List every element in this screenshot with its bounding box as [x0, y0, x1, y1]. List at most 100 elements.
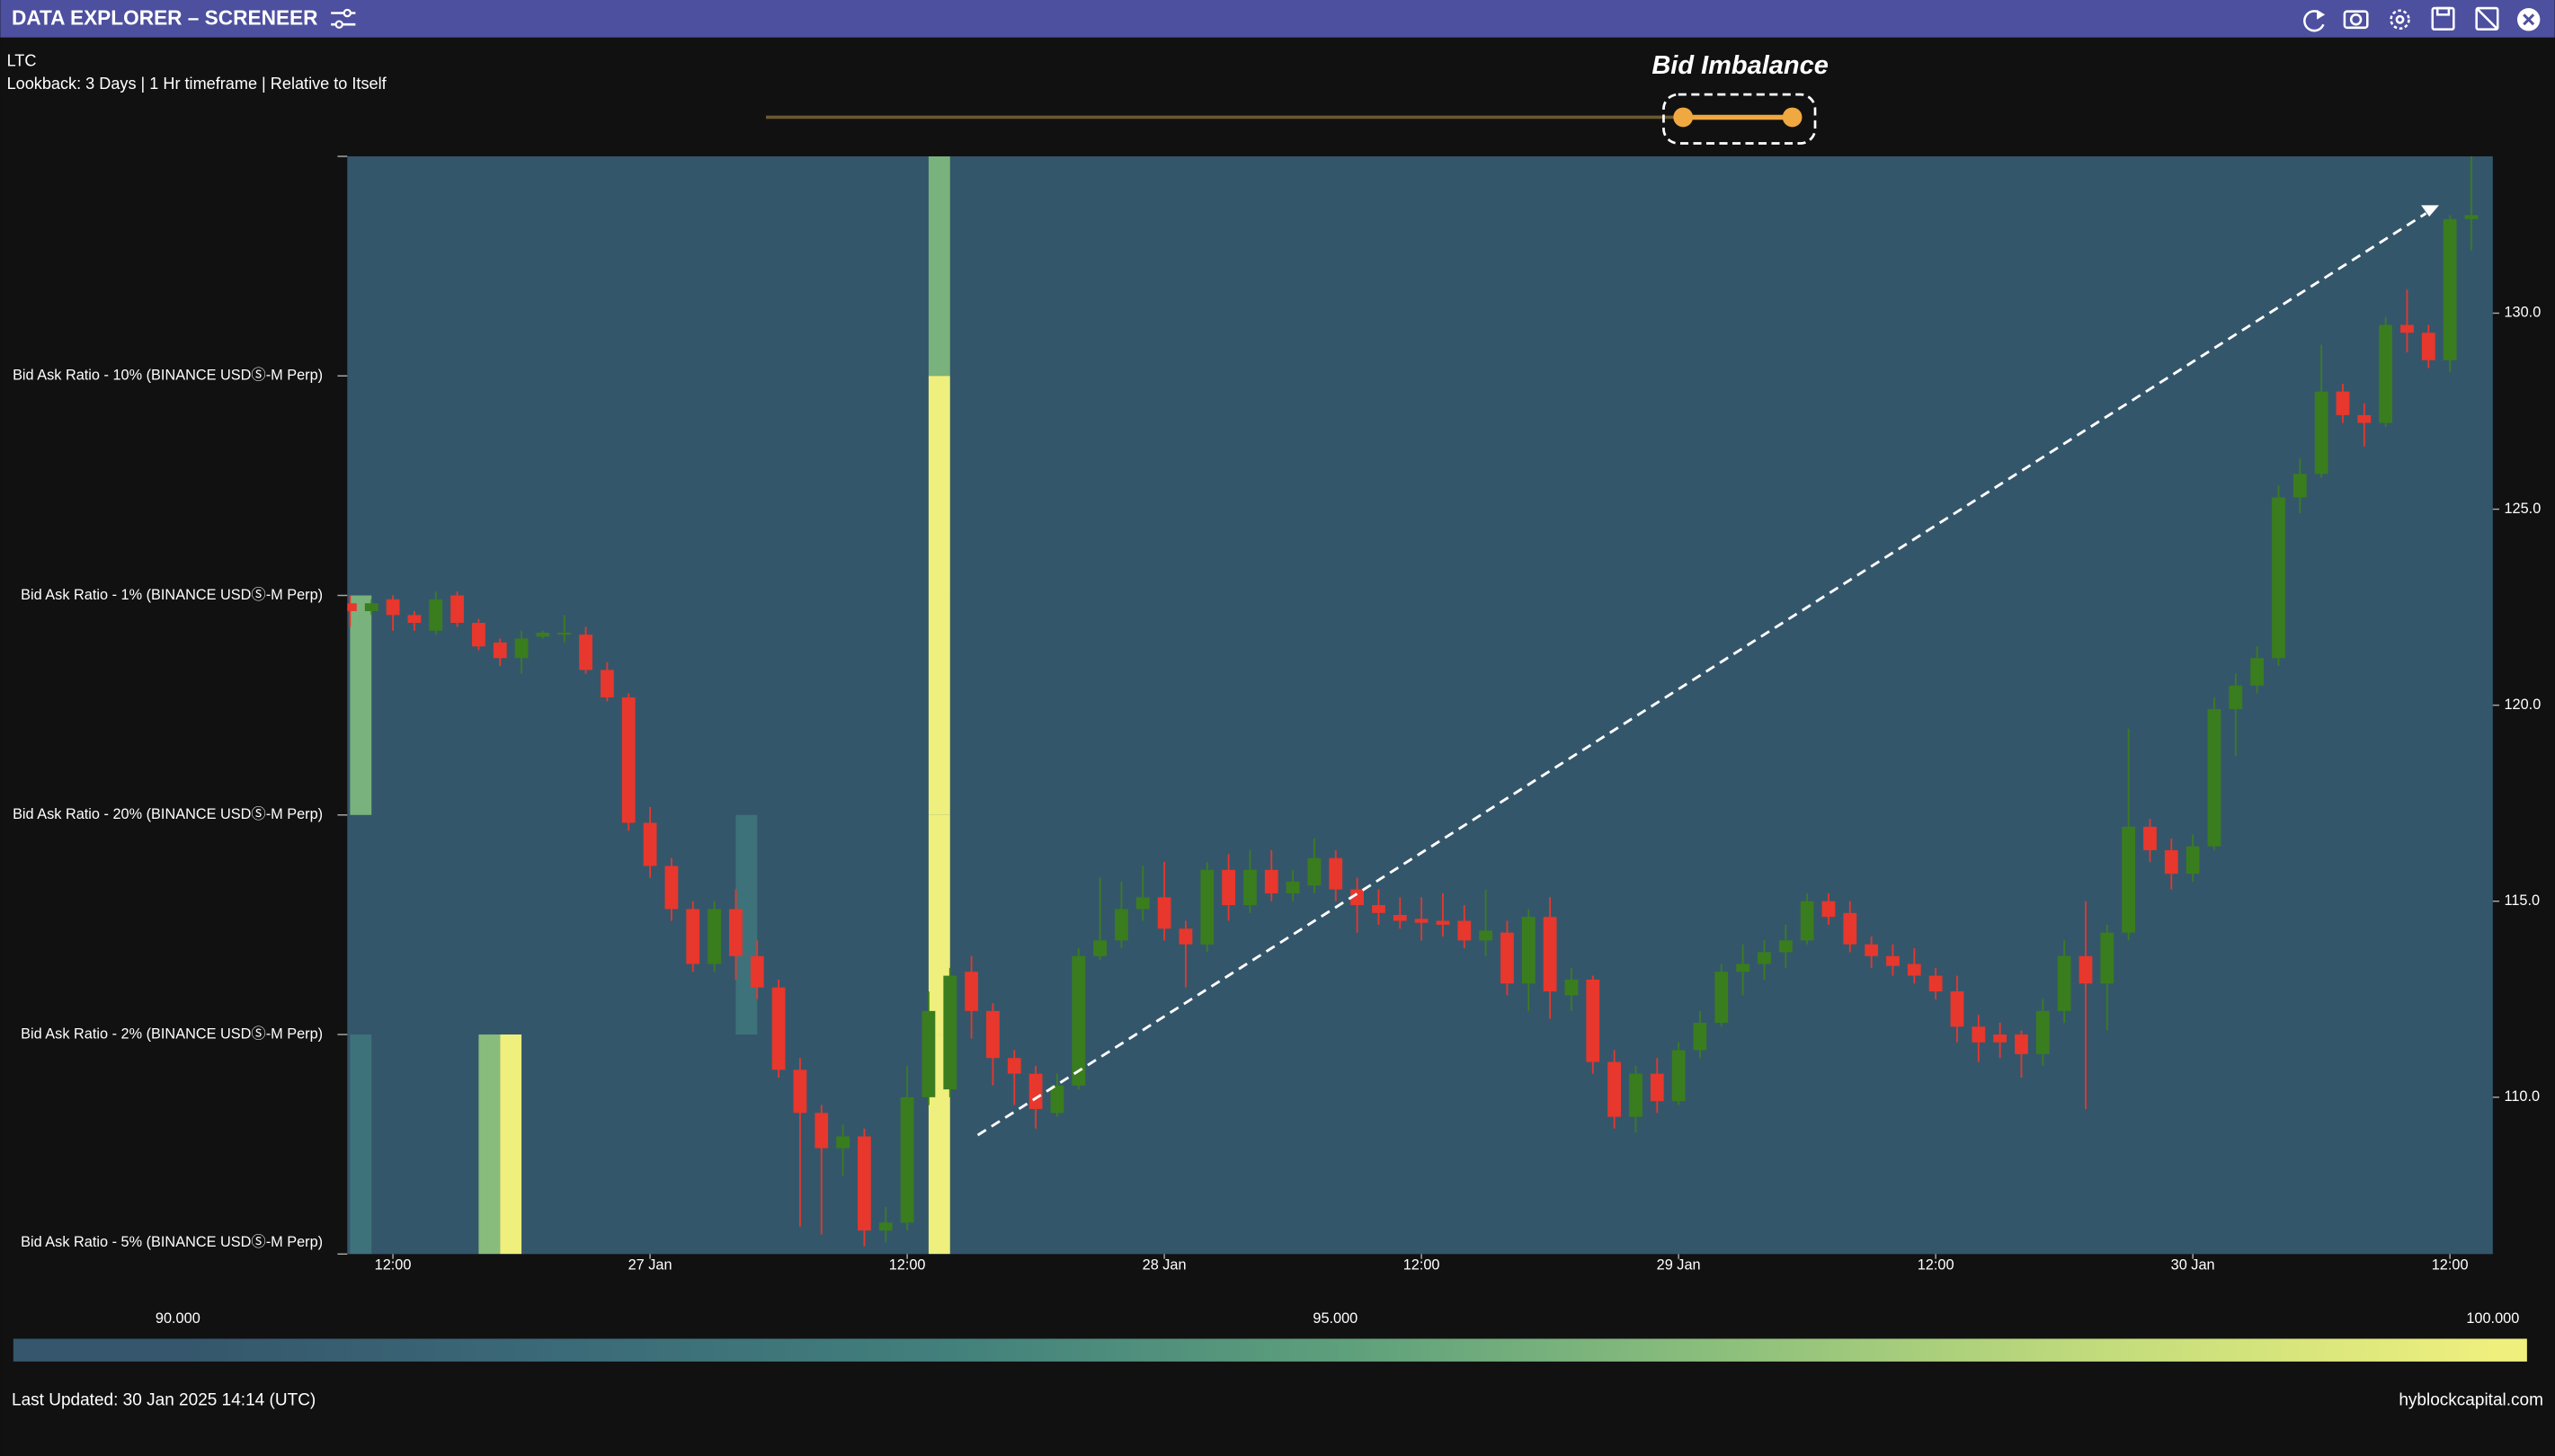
heatmap-cell	[500, 1034, 522, 1255]
candle-body	[1329, 857, 1343, 890]
candle-body	[1007, 1058, 1021, 1074]
colorbar-tick-label: 90.000	[156, 1310, 200, 1327]
candle-body	[1972, 1026, 1986, 1043]
candle-body	[2057, 955, 2071, 1011]
candle-body	[1950, 991, 1964, 1027]
candle-body	[2292, 474, 2307, 498]
save-button[interactable]	[2431, 6, 2455, 31]
x-tick-label: 12:00	[375, 1256, 412, 1273]
row-label: Bid Ask Ratio - 5% (BINANCE USDⓈ-M Perp)	[21, 1234, 323, 1250]
candle-body	[1157, 897, 1171, 929]
candle-body	[2464, 215, 2479, 219]
row-label: Bid Ask Ratio - 10% (BINANCE USDⓈ-M Perp…	[13, 368, 323, 384]
candle-body	[2400, 324, 2414, 333]
y-tick-label: 115.0	[2504, 892, 2540, 909]
candle-body	[1586, 979, 1600, 1062]
settings-toggle[interactable]	[331, 8, 356, 29]
candle-body	[2143, 826, 2157, 851]
subtitle: Lookback: 3 Days | 1 Hr timeframe | Rela…	[7, 75, 387, 93]
candle-body	[2079, 955, 2093, 984]
candle-body	[407, 615, 422, 624]
candle-body	[900, 1096, 914, 1223]
candle-body	[2379, 324, 2393, 423]
colorbar-tick-label: 100.000	[2466, 1310, 2519, 1327]
candle-body	[1393, 914, 1407, 921]
candle-body	[1736, 963, 1750, 972]
candle-body	[2100, 932, 2114, 984]
candle-body	[1993, 1034, 2008, 1043]
candle-body	[1671, 1050, 1686, 1102]
candle-body	[1028, 1073, 1043, 1109]
candle-body	[386, 599, 400, 616]
candle-body	[1479, 930, 1492, 941]
candle-body	[858, 1136, 871, 1231]
candle-body	[429, 599, 443, 631]
candle-body	[514, 638, 529, 659]
candle-body	[771, 987, 786, 1070]
candle-body	[1800, 901, 1814, 941]
candle-body	[1243, 869, 1257, 906]
candle-body	[1072, 955, 1086, 1086]
candle-body	[2164, 850, 2178, 874]
candle-body	[1264, 869, 1278, 894]
plot-area	[347, 155, 2493, 1255]
heatmap-cell	[928, 376, 950, 596]
row-label: Bid Ask Ratio - 2% (BINANCE USDⓈ-M Perp)	[21, 1025, 323, 1042]
candle-body	[1414, 919, 1429, 923]
candle-body	[1050, 1085, 1064, 1114]
candle-body	[2336, 391, 2350, 415]
candle-body	[1928, 975, 1943, 992]
heatmap-cell	[928, 595, 950, 815]
candle-body	[1372, 905, 1385, 913]
x-tick-label: 12:00	[1403, 1256, 1440, 1273]
candle-body	[347, 603, 357, 611]
candle-body	[1286, 881, 1300, 894]
y-tick-label: 120.0	[2504, 697, 2541, 713]
candle-body	[1886, 955, 1900, 966]
candle-body	[1693, 1022, 1707, 1051]
candle-body	[921, 1010, 936, 1097]
chart-title: Bid Imbalance	[1651, 51, 1829, 80]
x-tick-label: 12:00	[2432, 1256, 2469, 1273]
axes: Bid Ask Ratio - 10% (BINANCE USDⓈ-M Perp…	[13, 155, 2541, 1273]
range-slider[interactable]	[766, 93, 1817, 145]
candle-body	[450, 595, 464, 624]
candle-body	[1778, 940, 1793, 953]
candle-body	[1714, 972, 1729, 1023]
x-tick-label: 27 Jan	[628, 1256, 672, 1273]
candle-body	[1629, 1073, 1642, 1117]
header-bar	[0, 0, 2555, 38]
candle-body	[1436, 920, 1450, 925]
candle-body	[2035, 1010, 2050, 1054]
y-tick-label: 110.0	[2504, 1088, 2540, 1105]
candle-body	[1222, 869, 1235, 906]
candle-body	[965, 972, 978, 1011]
candle-body	[1500, 932, 1514, 984]
candle-body	[664, 866, 679, 910]
candle-body	[2421, 333, 2435, 360]
heatmap-cell	[350, 595, 372, 815]
candle-body	[1758, 952, 1771, 964]
candle-body	[536, 632, 550, 637]
settings-button[interactable]	[2390, 9, 2410, 30]
candle-body	[815, 1113, 829, 1149]
trend-annotation	[976, 205, 2440, 1137]
symbol: LTC	[7, 52, 37, 70]
candle-body	[1564, 979, 1579, 996]
candle-body	[2229, 685, 2243, 709]
candle-body	[986, 1010, 1000, 1059]
candle-body	[2207, 708, 2221, 847]
candle-body	[472, 623, 485, 647]
app-title: DATA EXPLORER – SCRENEER	[12, 6, 318, 30]
candles	[347, 155, 2479, 1247]
camera-button[interactable]	[2343, 10, 2369, 30]
refresh-button[interactable]	[2303, 9, 2326, 32]
site-link[interactable]: hyblockcapital.com	[2399, 1390, 2543, 1409]
candle-body	[836, 1136, 850, 1149]
export-button[interactable]	[2475, 6, 2499, 31]
close-button[interactable]	[2516, 8, 2541, 31]
y-tick-label: 130.0	[2504, 305, 2541, 321]
candle-body	[1650, 1073, 1664, 1102]
candle-body	[1307, 857, 1322, 886]
